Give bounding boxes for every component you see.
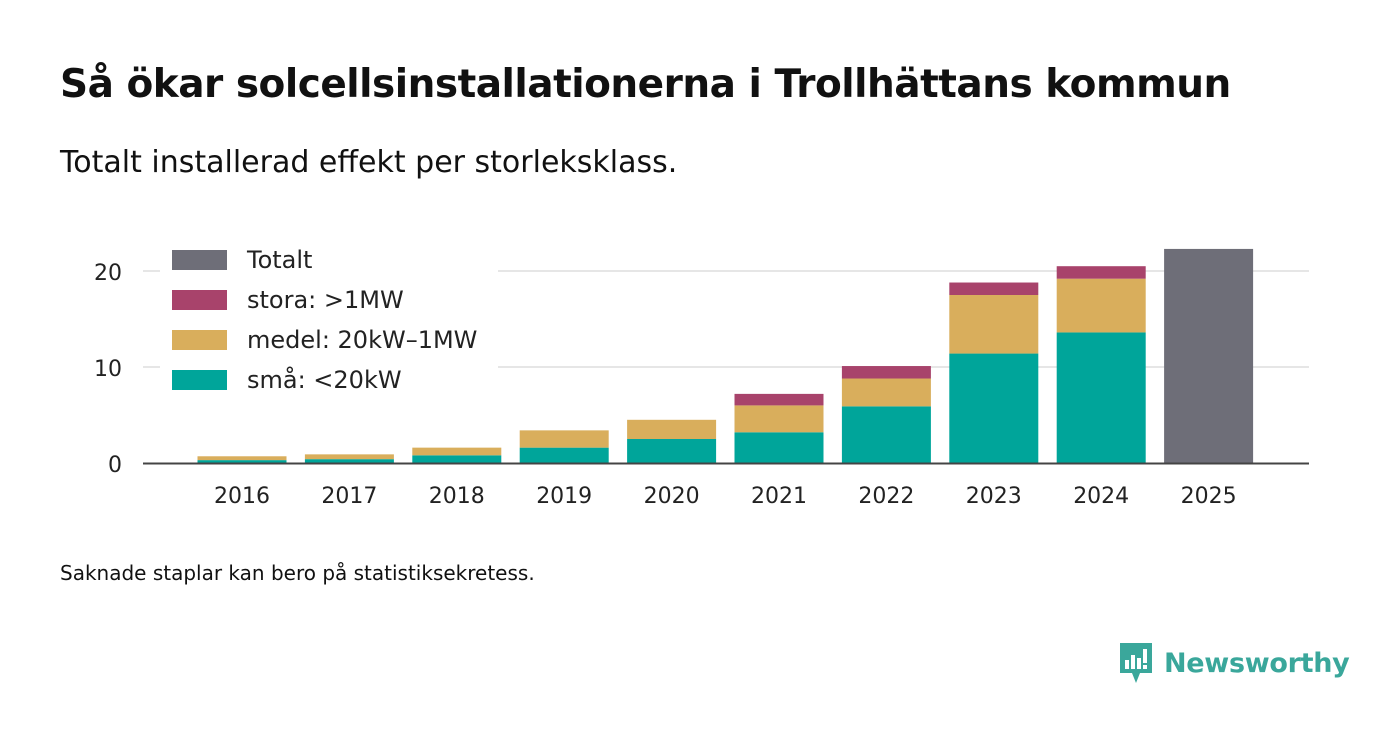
axes: 0 10 20 2016 2017 2018 2019 2020 2021 2022 2023 202… [94, 261, 1309, 509]
bar-2016-sm-20kw [197, 460, 287, 463]
bar-2021-medel-20kw-1mw [734, 405, 824, 433]
brand-name: Newsworthy [1164, 647, 1350, 679]
bar-2016-medel-20kw-1mw [197, 456, 287, 461]
bar-2019-medel-20kw-1mw [519, 430, 609, 448]
brand-logo[interactable]: Newsworthy [1118, 640, 1350, 686]
bar-2024-sm-20kw [1056, 332, 1146, 463]
bar-2018-sm-20kw [412, 455, 502, 463]
bar-2017-sm-20kw [304, 459, 394, 463]
bar-2020-sm-20kw [627, 439, 717, 463]
bar-2022-medel-20kw-1mw [841, 378, 931, 407]
x-tick-label-2019: 2019 [536, 484, 592, 509]
x-tick-label-2025: 2025 [1181, 484, 1237, 509]
bar-2017-medel-20kw-1mw [304, 454, 394, 460]
x-tick-label-2017: 2017 [321, 484, 377, 509]
chart-title: Så ökar solcellsinstallationerna i Troll… [60, 62, 1231, 107]
x-tick-label-2018: 2018 [429, 484, 485, 509]
x-tick-label-2023: 2023 [966, 484, 1022, 509]
legend-swatch-stora-1mw [172, 290, 227, 310]
bar-2023-sm-20kw [949, 353, 1039, 463]
chart-subtitle: Totalt installerad effekt per storlekskl… [60, 145, 678, 180]
legend-swatch-medel-20kw-1mw [172, 330, 227, 350]
y-tick-label: 0 [108, 453, 122, 478]
x-tick-label-2024: 2024 [1073, 484, 1129, 509]
x-tick-label-2020: 2020 [644, 484, 700, 509]
bar-2024-stora-1mw [1056, 266, 1146, 279]
bar-2018-medel-20kw-1mw [412, 447, 502, 456]
legend-label-medel-20kw-1mw: medel: 20kW–1MW [247, 326, 477, 354]
bar-2021-stora-1mw [734, 393, 824, 406]
y-tick-label: 10 [94, 357, 122, 382]
bar-2023-medel-20kw-1mw [949, 295, 1039, 354]
legend-label-sm-20kw: små: <20kW [247, 365, 402, 394]
legend: Totalt stora: >1MW medel: 20kW–1MW små: <20… [160, 240, 498, 400]
legend-swatch-totalt [172, 250, 227, 270]
newsworthy-logo-icon [1120, 643, 1152, 683]
bar-2020-medel-20kw-1mw [627, 419, 717, 439]
bar-2022-stora-1mw [841, 366, 931, 379]
x-tick-label-2016: 2016 [214, 484, 270, 509]
bar-2021-sm-20kw [734, 432, 824, 463]
bar-2023-stora-1mw [949, 282, 1039, 295]
x-tick-label-2021: 2021 [751, 484, 807, 509]
stacked-bar-chart: 0 10 20 2016 2017 2018 2019 2020 2021 2022 2023 202… [94, 240, 1309, 509]
legend-label-totalt: Totalt [246, 246, 312, 274]
y-tick-label: 20 [94, 261, 122, 286]
bar-2022-sm-20kw [841, 406, 931, 463]
bar-2025-totalt [1164, 248, 1254, 463]
bars [197, 248, 1254, 463]
legend-swatch-sm-20kw [172, 370, 227, 390]
bar-2019-sm-20kw [519, 447, 609, 463]
x-tick-label-2022: 2022 [858, 484, 914, 509]
legend-label-stora-1mw: stora: >1MW [247, 286, 404, 314]
footnote: Saknade staplar kan bero på statistiksek… [60, 561, 535, 585]
bar-2024-medel-20kw-1mw [1056, 278, 1146, 333]
